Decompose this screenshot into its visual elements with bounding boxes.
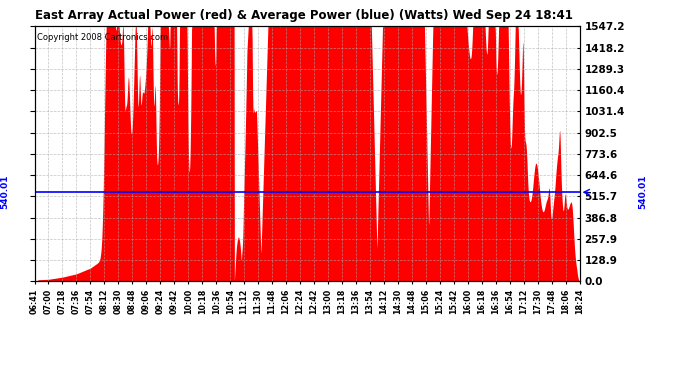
Text: 540.01: 540.01 — [638, 175, 647, 210]
Text: East Array Actual Power (red) & Average Power (blue) (Watts) Wed Sep 24 18:41: East Array Actual Power (red) & Average … — [34, 9, 573, 22]
Text: Copyright 2008 Cartronics.com: Copyright 2008 Cartronics.com — [37, 33, 168, 42]
Text: 540.01: 540.01 — [0, 175, 9, 210]
